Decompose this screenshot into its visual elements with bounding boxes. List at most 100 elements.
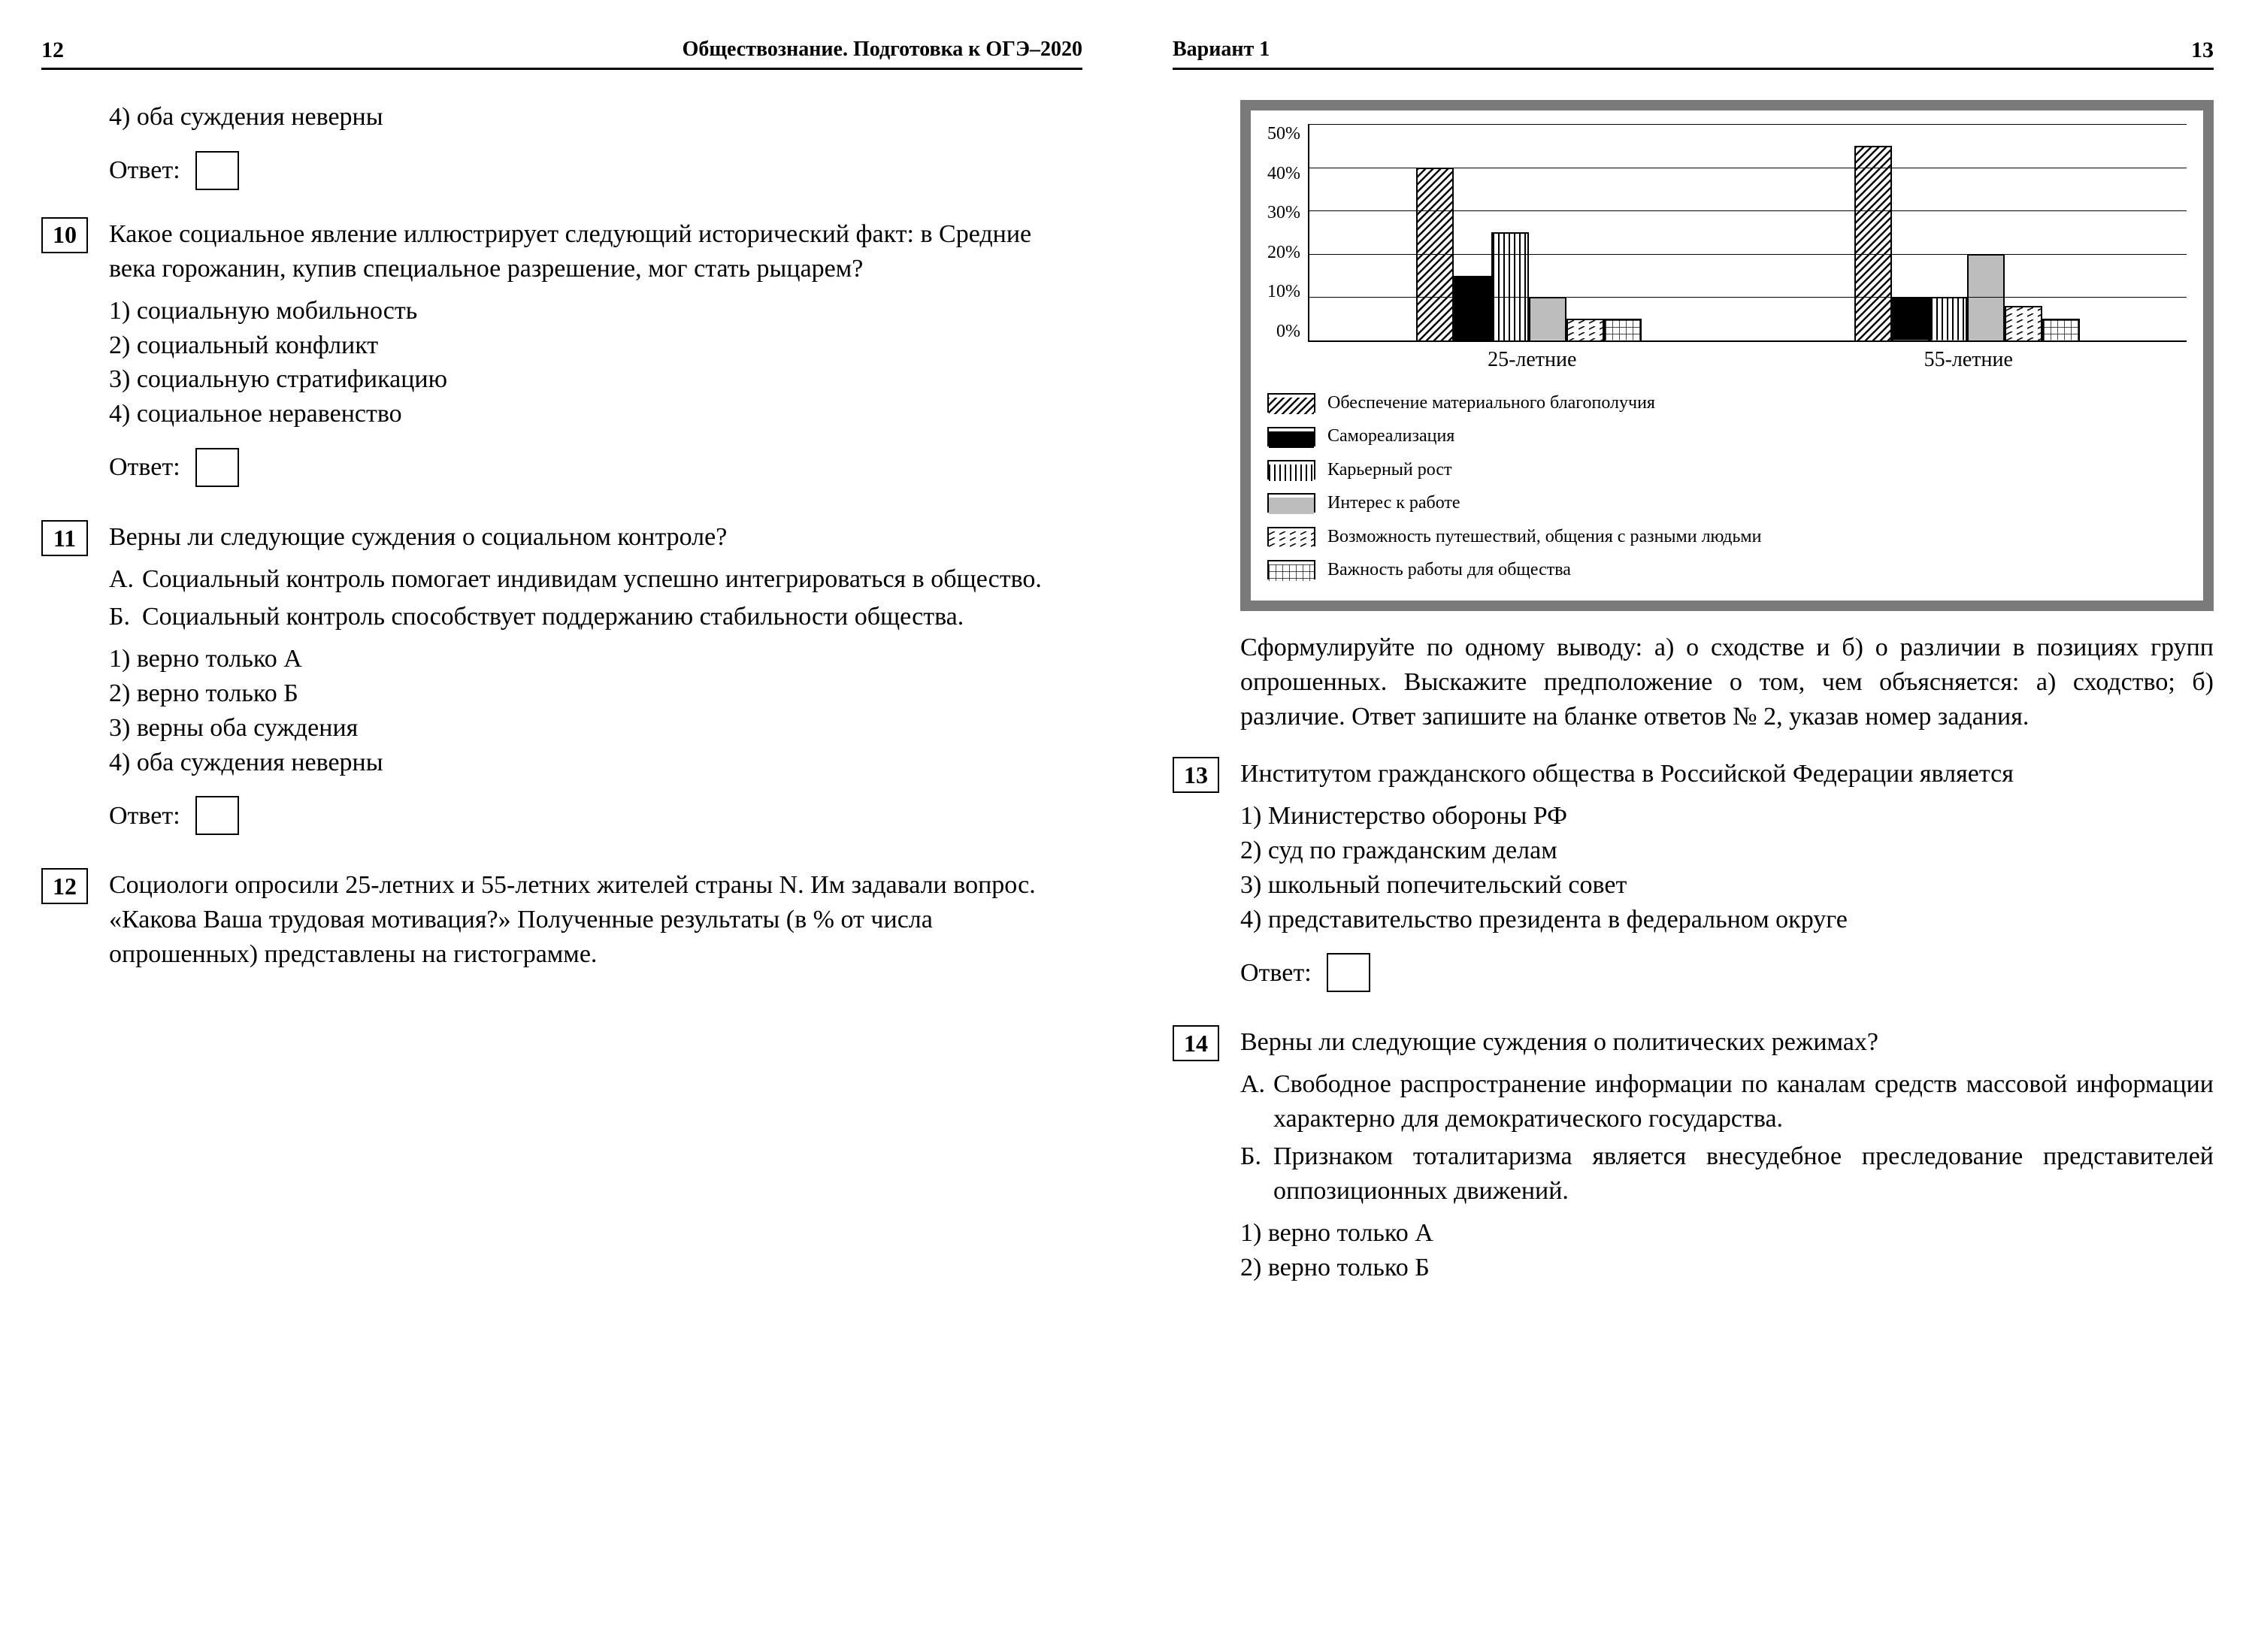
- bar: [1854, 146, 1892, 340]
- bar: [1892, 297, 1930, 340]
- q10-opt: 2) социальный конфликт: [109, 328, 1082, 363]
- q11: 11 Верны ли следующие суждения о социаль…: [41, 520, 1082, 862]
- question-number: 13: [1173, 757, 1219, 793]
- q14-B: Б.Признаком тоталитаризма является внесу…: [1240, 1139, 2214, 1209]
- legend-row: Интерес к работе: [1267, 489, 2187, 517]
- q14-A: А.Свободное распространение информации п…: [1240, 1067, 2214, 1136]
- q11-A: А.Социальный контроль помогает индивидам…: [109, 562, 1082, 597]
- question-number: 10: [41, 217, 88, 253]
- book-title: Обществознание. Подготовка к ОГЭ–2020: [683, 38, 1082, 63]
- x-label: 55-летние: [1751, 348, 2187, 372]
- plot-area: [1308, 124, 2187, 342]
- page-number: 13: [2191, 38, 2214, 63]
- q11-opt: 2) верно только Б: [109, 676, 1082, 711]
- q11-opts: 1) верно только А 2) верно только Б 3) в…: [109, 642, 1082, 780]
- answer-label: Ответ:: [109, 153, 180, 188]
- q14: 14 Верны ли следующие суждения о политич…: [1173, 1025, 2214, 1284]
- page-number: 12: [41, 38, 64, 63]
- variant-title: Вариант 1: [1173, 38, 1270, 63]
- answer-row: Ответ:: [109, 151, 1082, 190]
- page-13: Вариант 1 13 50%40%30%20%10%0% 25-летние…: [1128, 0, 2255, 1652]
- answer-label: Ответ:: [109, 799, 180, 834]
- answer-row: Ответ:: [1240, 953, 2214, 992]
- legend-row: Самореализация: [1267, 422, 2187, 450]
- q10-opt: 3) социальную стратификацию: [109, 362, 1082, 397]
- q13-opt: 1) Министерство обороны РФ: [1240, 799, 2214, 834]
- q14-stem: Верны ли следующие суждения о политическ…: [1240, 1025, 2214, 1060]
- question-number: 11: [41, 520, 88, 556]
- bar: [2005, 306, 2042, 340]
- q10-opt: 1) социальную мобильность: [109, 294, 1082, 328]
- answer-label: Ответ:: [109, 450, 180, 485]
- bar-cluster: [1309, 124, 1748, 340]
- bar: [1491, 232, 1529, 340]
- q11-opt: 3) верны оба суждения: [109, 711, 1082, 746]
- q13-opt: 3) школьный попечительский совет: [1240, 868, 2214, 903]
- x-label: 25-летние: [1314, 348, 1751, 372]
- legend-row: Обеспечение материального благополучия: [1267, 389, 2187, 417]
- page-spread: 12 Обществознание. Подготовка к ОГЭ–2020…: [0, 0, 2255, 1652]
- bar: [1529, 297, 1566, 340]
- q14-opts: 1) верно только А 2) верно только Б: [1240, 1216, 2214, 1285]
- q10-opt: 4) социальное неравенство: [109, 397, 1082, 431]
- legend-label: Самореализация: [1327, 422, 1454, 450]
- legend-label: Важность работы для общества: [1327, 555, 1571, 584]
- q13-stem: Институтом гражданского общества в Росси…: [1240, 757, 2214, 791]
- legend-swatch: [1267, 560, 1315, 579]
- question-number: 14: [1173, 1025, 1219, 1061]
- q12: 12 Социологи опросили 25-летних и 55-лет…: [41, 868, 1082, 972]
- q14-opt: 1) верно только А: [1240, 1216, 2214, 1251]
- chart-legend: Обеспечение материального благополучия Са…: [1267, 389, 2187, 584]
- bar: [2042, 319, 2080, 340]
- q12-instructions: Сформулируйте по одному выводу: а) о схо…: [1240, 631, 2214, 734]
- legend-label: Карьерный рост: [1327, 455, 1452, 484]
- q13: 13 Институтом гражданского общества в Ро…: [1173, 757, 2214, 1019]
- q11-opt: 1) верно только А: [109, 642, 1082, 676]
- answer-box[interactable]: [195, 448, 239, 487]
- legend-swatch: [1267, 527, 1315, 546]
- chart-frame: 50%40%30%20%10%0% 25-летние55-летние Обе…: [1240, 100, 2214, 611]
- q13-opt: 2) суд по гражданским делам: [1240, 834, 2214, 868]
- y-axis: 50%40%30%20%10%0%: [1267, 124, 1308, 342]
- q9-tail: 4) оба суждения неверны Ответ:: [109, 100, 1082, 190]
- answer-box[interactable]: [1327, 953, 1370, 992]
- q13-body: Институтом гражданского общества в Росси…: [1240, 757, 2214, 1019]
- q9-opt4: 4) оба суждения неверны: [109, 100, 1082, 135]
- q13-opt: 4) представительство президента в федера…: [1240, 903, 2214, 937]
- q10: 10 Какое социальное явление иллюстрирует…: [41, 217, 1082, 514]
- bar: [1566, 319, 1604, 340]
- page-12: 12 Обществознание. Подготовка к ОГЭ–2020…: [0, 0, 1128, 1652]
- q11-body: Верны ли следующие суждения о социальном…: [109, 520, 1082, 862]
- legend-swatch: [1267, 493, 1315, 513]
- legend-swatch: [1267, 427, 1315, 446]
- legend-swatch: [1267, 393, 1315, 413]
- answer-box[interactable]: [195, 151, 239, 190]
- answer-row: Ответ:: [109, 796, 1082, 835]
- legend-swatch: [1267, 460, 1315, 480]
- bar: [1930, 297, 1967, 340]
- q12-stem: Социологи опросили 25-летних и 55-летних…: [109, 868, 1082, 972]
- q10-stem: Какое социальное явление иллюстрирует сл…: [109, 217, 1082, 286]
- q12-body: Социологи опросили 25-летних и 55-летних…: [109, 868, 1082, 972]
- q10-opts: 1) социальную мобильность 2) социальный …: [109, 294, 1082, 432]
- q14-body: Верны ли следующие суждения о политическ…: [1240, 1025, 2214, 1284]
- chart-plot: 50%40%30%20%10%0%: [1267, 124, 2187, 342]
- q14-opt: 2) верно только Б: [1240, 1251, 2214, 1285]
- x-axis-labels: 25-летние55-летние: [1314, 348, 2187, 372]
- bars-area: [1309, 124, 2187, 340]
- header-left: 12 Обществознание. Подготовка к ОГЭ–2020: [41, 38, 1082, 70]
- q13-opts: 1) Министерство обороны РФ 2) суд по гра…: [1240, 799, 2214, 937]
- legend-label: Обеспечение материального благополучия: [1327, 389, 1655, 417]
- bar: [1604, 319, 1642, 340]
- answer-label: Ответ:: [1240, 956, 1312, 991]
- legend-row: Карьерный рост: [1267, 455, 2187, 484]
- answer-box[interactable]: [195, 796, 239, 835]
- q12-continued: 50%40%30%20%10%0% 25-летние55-летние Обе…: [1240, 100, 2214, 734]
- q11-opt: 4) оба суждения неверны: [109, 746, 1082, 780]
- bar: [1454, 276, 1491, 340]
- legend-row: Возможность путешествий, общения с разны…: [1267, 522, 2187, 551]
- legend-label: Интерес к работе: [1327, 489, 1460, 517]
- legend-label: Возможность путешествий, общения с разны…: [1327, 522, 1761, 551]
- answer-row: Ответ:: [109, 448, 1082, 487]
- question-number: 12: [41, 868, 88, 904]
